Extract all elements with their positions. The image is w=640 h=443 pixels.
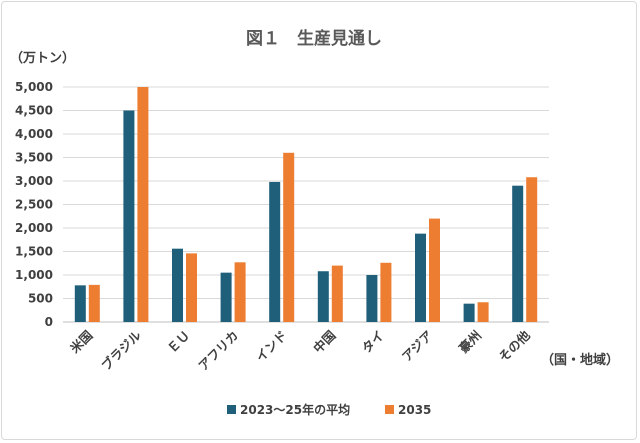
- x-tick-label: 中国: [310, 328, 338, 356]
- bar-avg: [172, 248, 183, 322]
- bar-2035: [137, 87, 149, 322]
- gridlines: [63, 86, 549, 323]
- y-tick-label: 500: [28, 292, 53, 306]
- bar-avg: [463, 303, 475, 322]
- x-tick-label: アジア: [399, 328, 436, 365]
- x-tick-label: その他: [496, 327, 533, 364]
- x-axis-tick-labels: 米国 ブラジル ＥＵ アフリカ インド 中国 タイ アジア 豪州 その他: [66, 327, 533, 373]
- x-tick-label: ＥＵ: [164, 328, 192, 356]
- bar-2035: [283, 152, 295, 322]
- legend-swatch: [227, 405, 236, 414]
- y-tick-label: 3,500: [15, 151, 53, 165]
- bar-avg: [512, 185, 524, 322]
- x-tick-label: アフリカ: [195, 328, 241, 374]
- y-tick-label: 4,500: [15, 104, 53, 118]
- bar-2035: [88, 284, 100, 322]
- y-tick-label: 2,000: [15, 221, 53, 235]
- bar-2035: [186, 253, 197, 322]
- bar-avg: [317, 271, 329, 322]
- bar-avg: [74, 285, 86, 322]
- y-tick-label: 3,000: [15, 174, 53, 188]
- y-tick-label: 1,000: [15, 268, 53, 282]
- chart-title: 図１ 生産見通し: [246, 28, 382, 49]
- y-tick-label: 1,500: [15, 245, 53, 259]
- bar-avg: [220, 272, 232, 322]
- y-axis-unit-label: （万トン）: [10, 50, 75, 66]
- y-tick-label: 5,000: [15, 80, 53, 94]
- legend: 2023～25年の平均 2035: [227, 402, 431, 417]
- bars: [74, 87, 538, 322]
- legend-label: 2023～25年の平均: [240, 402, 350, 417]
- bar-2035: [380, 262, 392, 322]
- x-tick-label: ブラジル: [98, 327, 144, 373]
- x-tick-label: 米国: [66, 328, 95, 357]
- bar-2035: [234, 262, 246, 322]
- x-axis-unit-label: （国・地域）: [541, 352, 619, 368]
- x-tick-label: インド: [253, 328, 290, 365]
- legend-swatch: [385, 405, 394, 414]
- bar-avg: [366, 275, 378, 322]
- legend-label: 2035: [398, 403, 431, 417]
- y-tick-label: 4,000: [15, 127, 53, 141]
- bar-2035: [477, 302, 489, 322]
- y-tick-label: 0: [45, 315, 53, 329]
- y-tick-label: 2,500: [15, 198, 53, 212]
- y-axis-tick-labels: 0 500 1,000 1,500 2,000 2,500 3,000 3,500 4,000 4…: [15, 80, 53, 329]
- x-tick-label: 豪州: [456, 328, 484, 356]
- x-tick-label: タイ: [359, 328, 387, 356]
- bar-2035: [526, 177, 538, 322]
- bar-avg: [415, 233, 426, 322]
- bar-2035: [331, 265, 343, 322]
- bar-2035: [429, 218, 440, 322]
- bar-avg: [123, 110, 135, 322]
- bar-avg: [269, 181, 281, 322]
